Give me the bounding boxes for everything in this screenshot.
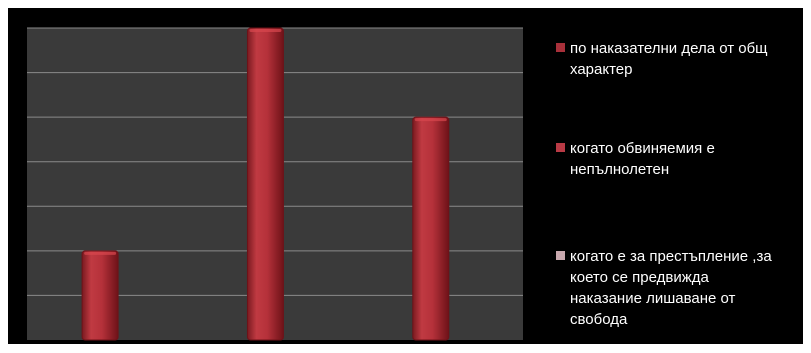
legend-label-line: непълнолетен [570,161,670,178]
bar [81,250,119,341]
legend-label-line: свобода [570,311,628,328]
legend-swatch [556,251,565,260]
legend-item-imprisonment: когато е за престъпление ,за което се пр… [556,246,801,330]
bar-body [81,250,119,341]
legend-label-line: наказание лишаване от [570,290,736,307]
bar [412,116,450,341]
bars [81,27,450,341]
legend-item-minor: когато обвиняемия е непълнолетен [556,138,801,180]
legend-label-line: което се предвижда [570,269,709,286]
bar [246,27,284,341]
bar-highlight [414,118,447,122]
legend-label-line: характер [570,61,633,78]
legend-swatch [556,43,565,52]
bar-body [246,27,284,341]
legend-swatch [556,143,565,152]
legend-label: когато е за престъпление ,за [570,248,772,265]
bar-highlight [249,29,282,32]
legend-item-general: по наказателни дела от общ характер [556,38,801,80]
legend-label: по наказателни дела от общ [570,40,768,57]
bar-chart-plot [27,27,523,341]
chart-frame: по наказателни дела от общ характер кога… [8,8,803,344]
legend-label: когато обвиняемия е [570,140,715,157]
bar-highlight [84,251,117,255]
bar-body [412,116,450,341]
